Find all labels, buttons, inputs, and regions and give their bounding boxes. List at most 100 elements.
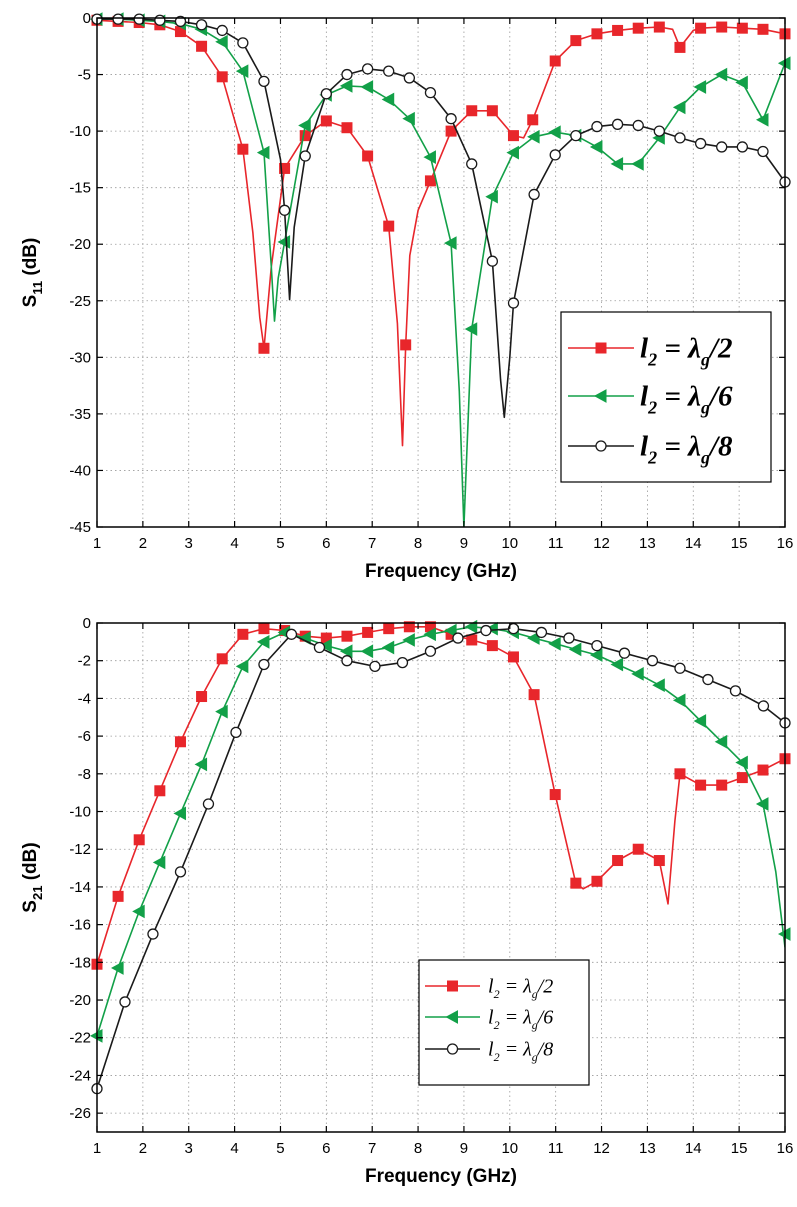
legend-label: l2 = λg/2 xyxy=(488,976,553,1001)
data-point xyxy=(612,24,624,36)
data-point xyxy=(618,647,631,659)
data-point xyxy=(320,115,332,127)
x-tick-label: 10 xyxy=(501,535,518,552)
x-tick-label: 16 xyxy=(777,1140,794,1157)
data-point xyxy=(132,904,145,919)
data-point xyxy=(674,132,686,144)
legend-item: l2 = λg/2 xyxy=(425,976,553,1001)
data-point xyxy=(119,996,131,1008)
data-point xyxy=(735,75,748,90)
data-point xyxy=(402,633,415,647)
data-point xyxy=(563,632,575,644)
data-point xyxy=(452,632,464,644)
data-point xyxy=(755,112,769,127)
legend-item: l2 = λg/6 xyxy=(425,1007,553,1032)
data-point xyxy=(112,13,124,25)
plot-frame xyxy=(96,17,786,528)
data-point xyxy=(319,638,332,653)
x-tick-label: 12 xyxy=(593,535,610,552)
data-point xyxy=(423,627,436,642)
data-point xyxy=(279,162,291,174)
data-point xyxy=(693,80,707,94)
x-tick-label: 8 xyxy=(414,535,422,552)
data-point xyxy=(383,65,395,77)
data-point xyxy=(195,19,208,31)
data-point xyxy=(258,623,270,635)
x-tick-label: 16 xyxy=(777,535,794,552)
data-point xyxy=(757,764,769,776)
x-tick-label: 15 xyxy=(731,1140,748,1157)
data-point xyxy=(486,105,498,117)
data-point xyxy=(653,21,665,33)
x-tick-label: 9 xyxy=(460,1140,468,1157)
data-point xyxy=(549,55,561,67)
data-point xyxy=(570,35,582,47)
data-point xyxy=(548,636,561,651)
data-point xyxy=(369,660,381,673)
data-point xyxy=(755,797,769,811)
data-point xyxy=(674,41,686,53)
data-point xyxy=(381,640,395,655)
y-axis-title: S21 (dB) xyxy=(20,842,45,912)
y-tick-label: -22 xyxy=(69,1030,91,1047)
data-point xyxy=(480,624,492,637)
data-point xyxy=(729,685,742,697)
data-point xyxy=(444,623,457,638)
data-point xyxy=(611,118,624,130)
data-point xyxy=(299,150,311,162)
data-point xyxy=(570,877,582,889)
data-point xyxy=(174,15,187,28)
x-tick-label: 13 xyxy=(639,1140,656,1157)
y-tick-label: -45 xyxy=(69,519,91,536)
y-tick-label: -4 xyxy=(78,690,91,707)
data-point xyxy=(202,798,215,810)
data-point xyxy=(396,656,409,669)
x-tick-label: 12 xyxy=(593,1140,610,1157)
data-point xyxy=(631,667,644,681)
data-point xyxy=(506,145,519,160)
data-point xyxy=(632,119,644,132)
data-point xyxy=(383,623,395,635)
x-tick-label: 3 xyxy=(185,1140,193,1157)
legend-item: l2 = λg/8 xyxy=(568,431,733,468)
y-tick-label: -20 xyxy=(69,992,91,1009)
data-point xyxy=(527,114,539,126)
data-point xyxy=(256,635,270,649)
data-point xyxy=(154,14,166,26)
data-point xyxy=(693,714,707,728)
data-point xyxy=(757,700,770,712)
data-point xyxy=(702,673,714,686)
legend-label: l2 = λg/6 xyxy=(640,381,733,418)
data-point xyxy=(610,157,624,171)
y-tick-label: -40 xyxy=(69,462,91,479)
data-point xyxy=(362,150,374,162)
x-tick-label: 2 xyxy=(139,1140,147,1157)
data-point xyxy=(235,659,249,674)
x-tick-label: 5 xyxy=(276,1140,284,1157)
y-tick-label: -16 xyxy=(69,917,91,934)
data-point xyxy=(147,928,159,940)
data-point xyxy=(714,67,728,82)
data-point xyxy=(173,806,186,821)
data-point xyxy=(339,79,353,93)
data-point xyxy=(716,779,728,791)
data-point xyxy=(591,28,603,40)
data-point xyxy=(196,40,208,52)
data-point xyxy=(237,37,249,49)
x-tick-label: 6 xyxy=(322,1140,330,1157)
y-axis-title: S11 (dB) xyxy=(20,238,45,308)
data-point xyxy=(237,628,249,640)
data-point xyxy=(361,63,374,75)
data-point xyxy=(632,22,644,34)
data-point xyxy=(445,113,457,125)
data-point xyxy=(230,726,242,738)
data-point xyxy=(612,855,624,867)
data-point xyxy=(381,92,395,107)
data-point xyxy=(133,834,145,846)
data-point xyxy=(610,657,624,672)
data-point xyxy=(383,220,395,232)
data-point xyxy=(716,21,728,33)
data-point xyxy=(360,80,374,94)
data-point xyxy=(424,87,437,99)
data-point xyxy=(591,120,603,133)
